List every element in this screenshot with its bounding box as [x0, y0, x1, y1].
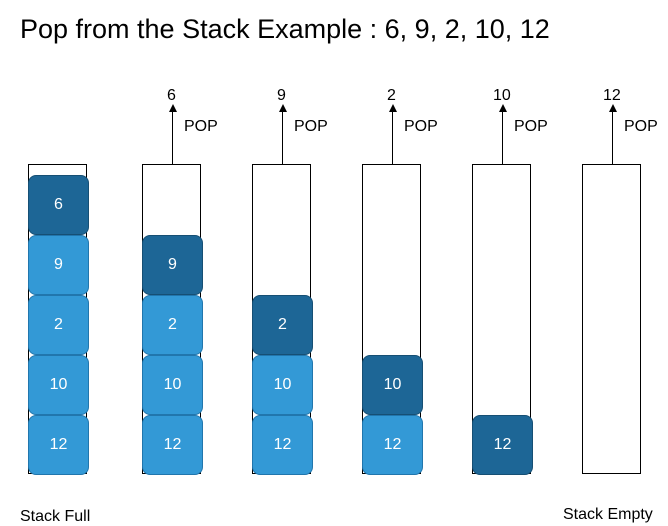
caption-stack-full: Stack Full [20, 508, 91, 525]
pop-label: POP [184, 118, 218, 135]
pop-label: POP [514, 118, 548, 135]
stack-box: 12 [472, 164, 533, 475]
stack-box: 9 2 10 12 [142, 164, 203, 475]
stack-cell: 2 [28, 295, 89, 355]
pop-arrow-up-icon [168, 104, 177, 112]
pop-label: POP [624, 118, 658, 135]
popped-value: 2 [387, 87, 396, 104]
pop-label: POP [404, 118, 438, 135]
stack-box [582, 164, 641, 474]
stack-box: 2 10 12 [252, 164, 313, 475]
popped-value: 6 [167, 87, 176, 104]
pop-label: POP [294, 118, 328, 135]
caption-stack-empty: Stack Empty [563, 506, 653, 523]
stack-top-cell: 6 [28, 175, 89, 235]
popped-value: 10 [493, 87, 511, 104]
stack-cell: 12 [252, 415, 313, 475]
pop-arrow-line [392, 110, 393, 164]
stack-box: 6 9 2 10 12 [28, 164, 89, 475]
popped-value: 9 [277, 87, 286, 104]
stack-cell: 12 [362, 415, 423, 475]
stack-top-cell: 10 [362, 355, 423, 415]
pop-arrow-line [502, 110, 503, 164]
stack-cell: 10 [142, 355, 203, 415]
pop-arrow-up-icon [608, 104, 617, 112]
pop-arrow-line [282, 110, 283, 164]
pop-arrow-up-icon [278, 104, 287, 112]
stack-top-cell: 12 [472, 415, 533, 475]
stack-cell: 12 [142, 415, 203, 475]
pop-arrow-line [172, 110, 173, 164]
pop-arrow-up-icon [388, 104, 397, 112]
stack-cell: 10 [28, 355, 89, 415]
stack-cell: 9 [28, 235, 89, 295]
stack-top-cell: 9 [142, 235, 203, 295]
pop-arrow-line [612, 110, 613, 164]
stack-cell: 2 [142, 295, 203, 355]
stack-box: 10 12 [362, 164, 423, 475]
popped-value: 12 [603, 87, 621, 104]
stack-cell: 10 [252, 355, 313, 415]
pop-arrow-up-icon [498, 104, 507, 112]
stack-top-cell: 2 [252, 295, 313, 355]
page-title: Pop from the Stack Example : 6, 9, 2, 10… [20, 14, 550, 44]
stack-cell: 12 [28, 415, 89, 475]
